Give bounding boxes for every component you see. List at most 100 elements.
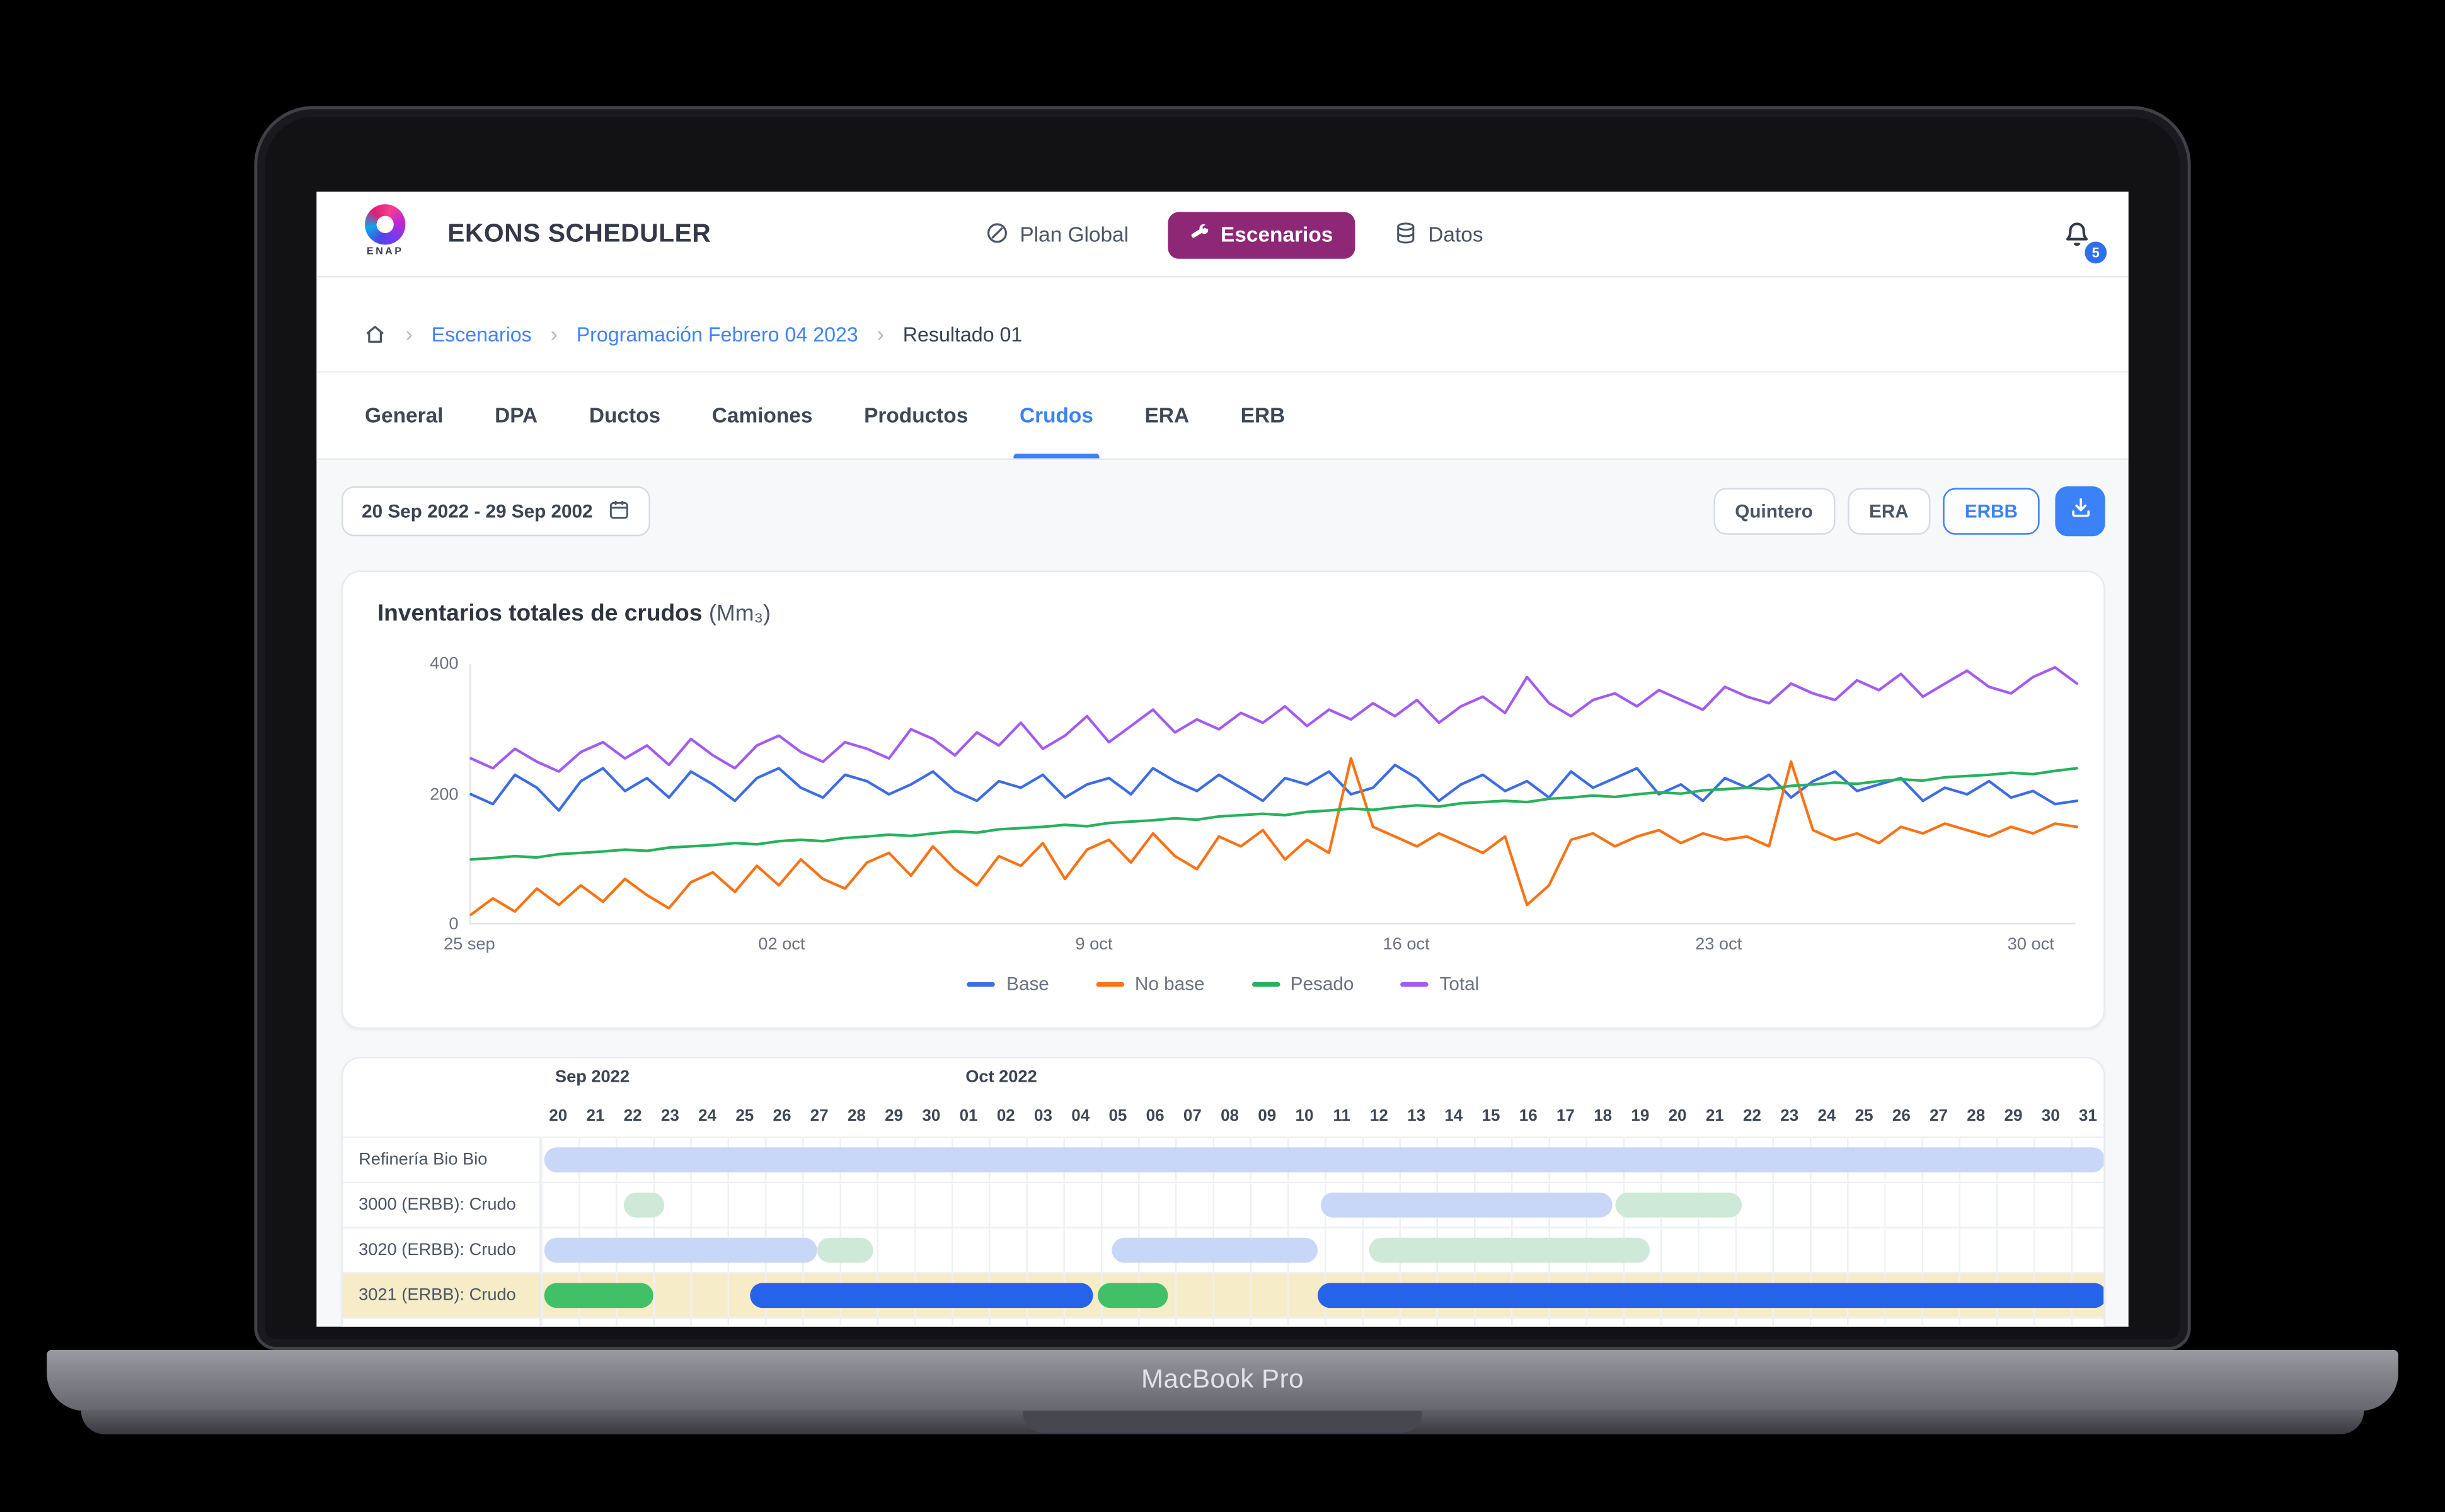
- gantt-row-grid: [539, 1273, 2104, 1317]
- legend-swatch: [967, 981, 996, 987]
- chart-legend: Base No base Pesado Total: [343, 973, 2103, 995]
- database-icon: [1394, 220, 1417, 249]
- y-axis-tick: 200: [430, 784, 459, 804]
- breadcrumb-link[interactable]: Programación Febrero 04 2023: [576, 321, 858, 346]
- gantt-bar-lightblue[interactable]: [1321, 1192, 1612, 1218]
- gantt-row: [343, 1317, 2104, 1327]
- tab-era[interactable]: ERA: [1144, 403, 1190, 428]
- filter-button-quintero[interactable]: Quintero: [1713, 488, 1835, 535]
- download-button[interactable]: [2055, 486, 2105, 537]
- x-axis-tick: 25 sep: [443, 935, 495, 954]
- gantt-day-header: 20: [549, 1106, 568, 1126]
- calendar-icon: [608, 498, 630, 525]
- chart-title: Inventarios totales de crudos (Mm₃): [377, 600, 771, 627]
- gantt-row[interactable]: 3020 (ERBB): Crudo: [343, 1227, 2104, 1273]
- laptop-base-notch: [1023, 1411, 1422, 1433]
- x-axis-tick: 16 oct: [1383, 935, 1430, 954]
- gantt-bar-lightgreen[interactable]: [1615, 1192, 1743, 1218]
- gantt-day-header: 22: [623, 1106, 642, 1126]
- gantt-day-header: 17: [1556, 1106, 1575, 1126]
- gantt-day-header: 22: [1743, 1106, 1761, 1126]
- breadcrumb-current: Resultado 01: [902, 321, 1023, 346]
- x-axis-tick: 30 oct: [2007, 935, 2054, 954]
- nav-item-label: Plan Global: [1020, 222, 1129, 246]
- nav-item-label: Escenarios: [1221, 222, 1333, 246]
- gantt-row[interactable]: Refinería Bio Bio: [343, 1136, 2104, 1182]
- gantt-bar-blue[interactable]: [1317, 1283, 2104, 1309]
- notifications-button[interactable]: 5: [2060, 215, 2107, 264]
- gantt-day-header: 31: [2078, 1106, 2097, 1126]
- gantt-day-header: 23: [660, 1106, 679, 1126]
- line-chart: [469, 666, 2079, 916]
- date-range-picker[interactable]: 20 Sep 2022 - 29 Sep 2002: [341, 486, 651, 537]
- date-range-label: 20 Sep 2022 - 29 Sep 2002: [362, 500, 593, 522]
- gantt-row-label: 3021 (ERBB): Crudo: [359, 1286, 516, 1305]
- legend-label: Pesado: [1290, 973, 1354, 995]
- nav-item-plan-global[interactable]: Plan Global: [986, 220, 1129, 249]
- gantt-row[interactable]: 3000 (ERBB): Crudo: [343, 1181, 2104, 1227]
- gantt-bar-lightblue[interactable]: [544, 1147, 2104, 1172]
- gantt-day-header: 26: [773, 1106, 791, 1126]
- gantt-day-header: 28: [847, 1106, 866, 1126]
- gantt-day-header: 24: [1817, 1106, 1836, 1126]
- gantt-row[interactable]: 3021 (ERBB): Crudo: [343, 1272, 2104, 1317]
- gantt-bar-green[interactable]: [544, 1283, 653, 1309]
- legend-item-total[interactable]: Total: [1400, 973, 1479, 995]
- gantt-row-grid: [539, 1138, 2104, 1182]
- legend-item-pesado[interactable]: Pesado: [1251, 973, 1354, 995]
- gantt-day-header: 30: [2041, 1106, 2060, 1126]
- gantt-month-label: Oct 2022: [965, 1068, 1037, 1087]
- tab-crudos[interactable]: Crudos: [1013, 372, 1100, 459]
- gantt-bar-lightgreen[interactable]: [623, 1192, 665, 1218]
- gantt-day-header: 10: [1295, 1106, 1314, 1126]
- breadcrumb-link[interactable]: Escenarios: [431, 321, 532, 346]
- nav-item-datos[interactable]: Datos: [1394, 220, 1483, 249]
- legend-swatch: [1400, 981, 1429, 987]
- nav-item-escenarios[interactable]: Escenarios: [1167, 211, 1355, 258]
- legend-label: Base: [1006, 973, 1049, 995]
- tab-ductos[interactable]: Ductos: [589, 403, 661, 428]
- gantt-day-header: 04: [1071, 1106, 1090, 1126]
- tab-productos[interactable]: Productos: [864, 403, 969, 428]
- nav-item-label: Datos: [1428, 222, 1483, 246]
- filter-button-era[interactable]: ERA: [1847, 488, 1931, 535]
- y-axis-tick: 400: [430, 655, 459, 673]
- gantt-bar-blue[interactable]: [750, 1283, 1093, 1309]
- tab-camiones[interactable]: Camiones: [711, 403, 813, 428]
- home-icon[interactable]: [364, 322, 387, 345]
- gantt-bar-green[interactable]: [1096, 1283, 1168, 1309]
- top-navbar: ENAP EKONS SCHEDULER Plan Global Escenar…: [316, 192, 2129, 278]
- tab-bar: General DPA Ductos Camiones Productos Crudos E…: [365, 372, 1286, 459]
- gantt-bar-lightblue[interactable]: [544, 1237, 817, 1263]
- tab-erb[interactable]: ERB: [1240, 403, 1286, 428]
- main-nav: Plan Global Escenarios Datos: [986, 192, 1483, 277]
- notification-badge: 5: [2085, 241, 2107, 264]
- legend-item-base[interactable]: Base: [967, 973, 1049, 995]
- gantt-bar-lightgreen[interactable]: [1369, 1237, 1650, 1263]
- tab-dpa[interactable]: DPA: [495, 403, 538, 428]
- gantt-day-header: 29: [885, 1106, 904, 1126]
- tab-general[interactable]: General: [365, 403, 444, 428]
- gantt-day-header: 01: [959, 1106, 978, 1126]
- filter-button-erbb[interactable]: ERBB: [1943, 488, 2040, 535]
- gantt-card: Sep 2022 20 21 22 23 24 25 26 27 28 29 30 Oct 2022 01…: [341, 1057, 2105, 1327]
- gantt-row-label: 3000 (ERBB): Crudo: [359, 1195, 516, 1215]
- legend-item-no-base[interactable]: No base: [1096, 973, 1205, 995]
- gantt-rows: Refinería Bio Bio 3000 (ERBB): Crudo 3020 …: [343, 1136, 2104, 1327]
- gantt-day-header: 15: [1481, 1106, 1500, 1126]
- gantt-bar-lightblue[interactable]: [1112, 1237, 1318, 1263]
- gantt-day-header: 24: [698, 1106, 717, 1126]
- gantt-day-header: 25: [1855, 1106, 1873, 1126]
- gantt-bar-lightgreen[interactable]: [817, 1237, 873, 1263]
- gantt-day-header: 03: [1034, 1106, 1052, 1126]
- gantt-day-header: 14: [1444, 1106, 1463, 1126]
- series-no-base: [469, 757, 2079, 916]
- chart-plot-area: [469, 664, 2079, 925]
- legend-swatch: [1096, 981, 1124, 987]
- breadcrumb-separator: ›: [550, 321, 558, 346]
- gantt-row-label: Refinería Bio Bio: [359, 1150, 488, 1169]
- gantt-day-header: 27: [1930, 1106, 1948, 1126]
- gantt-day-header: 09: [1258, 1106, 1277, 1126]
- filter-group: Quintero ERA ERBB: [1713, 486, 2105, 537]
